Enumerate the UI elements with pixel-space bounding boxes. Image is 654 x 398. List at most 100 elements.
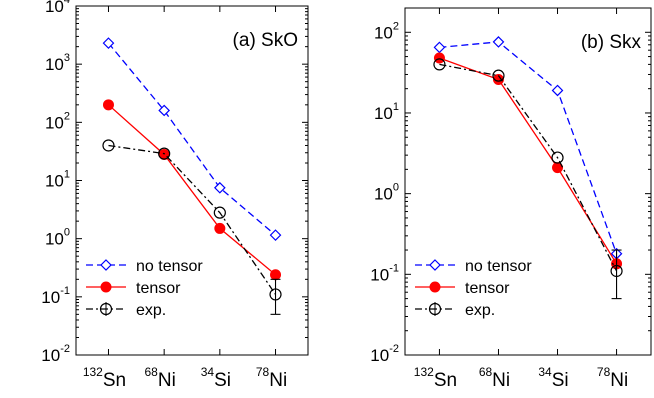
y-tick-label: 10-1	[41, 285, 70, 307]
x-tick-label: 132Sn	[414, 365, 457, 391]
x-label-mass: 132	[83, 365, 103, 379]
x-label-element: Sn	[434, 370, 457, 391]
y-tick-exponent: -1	[389, 262, 399, 274]
y-tick-base: 10	[374, 185, 393, 204]
x-label-element: Si	[552, 370, 569, 391]
y-tick-base: 10	[41, 288, 60, 307]
y-tick-exponent: 2	[393, 20, 399, 32]
series-line-no-tensor	[107, 42, 276, 236]
data-point	[492, 73, 504, 85]
data-point	[213, 206, 226, 219]
panel-title: (a) SkO	[233, 30, 298, 51]
data-point	[214, 222, 226, 234]
x-label-element: Sn	[103, 370, 126, 391]
legend-label: exp.	[136, 302, 166, 319]
x-label-element: Ni	[269, 370, 287, 391]
legend-label: tensor	[465, 280, 510, 297]
x-tick-label: 78Ni	[256, 365, 287, 391]
y-tick-exponent: 0	[64, 227, 70, 239]
legend-label: no tensor	[136, 258, 203, 275]
data-point	[102, 37, 115, 49]
data-point	[433, 41, 446, 54]
series-line-no-tensor	[439, 41, 618, 254]
x-label-element: Si	[214, 370, 231, 391]
y-tick-base: 10	[374, 104, 393, 123]
series-line-tensor	[108, 104, 276, 276]
x-label-element: Ni	[610, 370, 628, 391]
y-tick-base: 10	[45, 172, 64, 191]
x-label-mass: 78	[597, 365, 611, 379]
y-tick-exponent: 0	[393, 182, 399, 194]
data-point	[433, 58, 446, 71]
y-tick-exponent: 1	[393, 101, 399, 113]
x-tick-label: 68Ni	[145, 365, 176, 391]
x-tick-label: 68Ni	[479, 365, 510, 391]
x-label-element: Ni	[158, 370, 176, 391]
data-point	[492, 36, 505, 48]
y-tick-base: 10	[45, 113, 64, 132]
y-tick-exponent: -1	[60, 285, 70, 297]
data-point	[102, 139, 115, 152]
x-label-mass: 78	[256, 365, 270, 379]
x-tick-label: 132Sn	[83, 365, 126, 391]
legend-marker	[99, 302, 113, 316]
data-point	[551, 151, 564, 164]
y-tick-exponent: 1	[64, 169, 70, 181]
series-line-exp-	[439, 63, 618, 272]
y-tick-exponent: 3	[64, 52, 70, 64]
y-tick-label: 10-2	[370, 343, 399, 365]
x-label-mass: 68	[145, 365, 159, 379]
data-point	[270, 269, 282, 281]
legend-label: no tensor	[465, 258, 532, 275]
legend-marker	[428, 302, 442, 316]
x-tick-label: 78Ni	[597, 365, 628, 391]
y-tick-label: 100	[374, 182, 399, 204]
y-tick-label: 10-2	[41, 343, 70, 365]
data-point	[269, 229, 282, 241]
y-tick-base: 10	[370, 346, 389, 365]
x-label-mass: 34	[201, 365, 215, 379]
y-tick-label: 101	[45, 169, 70, 191]
x-tick-label: 34Si	[201, 365, 231, 391]
legend-label: tensor	[136, 280, 181, 297]
y-tick-exponent: -2	[60, 343, 70, 355]
y-tick-exponent: 4	[64, 0, 70, 6]
data-point	[433, 52, 445, 64]
plot-frame	[75, 5, 309, 356]
panel-title: (b) Skx	[581, 32, 642, 53]
data-point	[610, 264, 623, 278]
y-tick-label: 104	[45, 0, 70, 16]
y-tick-base: 10	[45, 230, 64, 249]
y-tick-exponent: -2	[389, 343, 399, 355]
y-tick-base: 10	[45, 55, 64, 74]
y-tick-label: 103	[45, 52, 70, 74]
series-line-tensor	[439, 57, 618, 265]
y-tick-base: 10	[41, 346, 60, 365]
data-point	[102, 99, 114, 111]
y-tick-base: 10	[370, 265, 389, 284]
x-label-mass: 132	[414, 365, 434, 379]
y-tick-base: 10	[45, 0, 64, 16]
legend-marker	[100, 281, 112, 293]
series-line-exp-	[108, 144, 277, 295]
plot-frame	[404, 7, 652, 356]
data-point	[213, 181, 226, 194]
data-point	[158, 104, 171, 117]
legend-label: exp.	[465, 302, 495, 319]
legend-marker	[429, 259, 441, 271]
y-tick-base: 10	[374, 23, 393, 42]
y-tick-label: 10-1	[370, 262, 399, 284]
y-tick-label: 102	[45, 110, 70, 132]
data-point	[492, 69, 505, 82]
legend-marker	[429, 281, 441, 293]
y-tick-label: 102	[374, 20, 399, 42]
data-point	[551, 84, 564, 97]
data-point	[269, 288, 282, 301]
data-point	[158, 147, 171, 160]
x-label-mass: 34	[538, 365, 552, 379]
y-tick-exponent: 2	[64, 110, 70, 122]
x-tick-label: 34Si	[538, 365, 568, 391]
